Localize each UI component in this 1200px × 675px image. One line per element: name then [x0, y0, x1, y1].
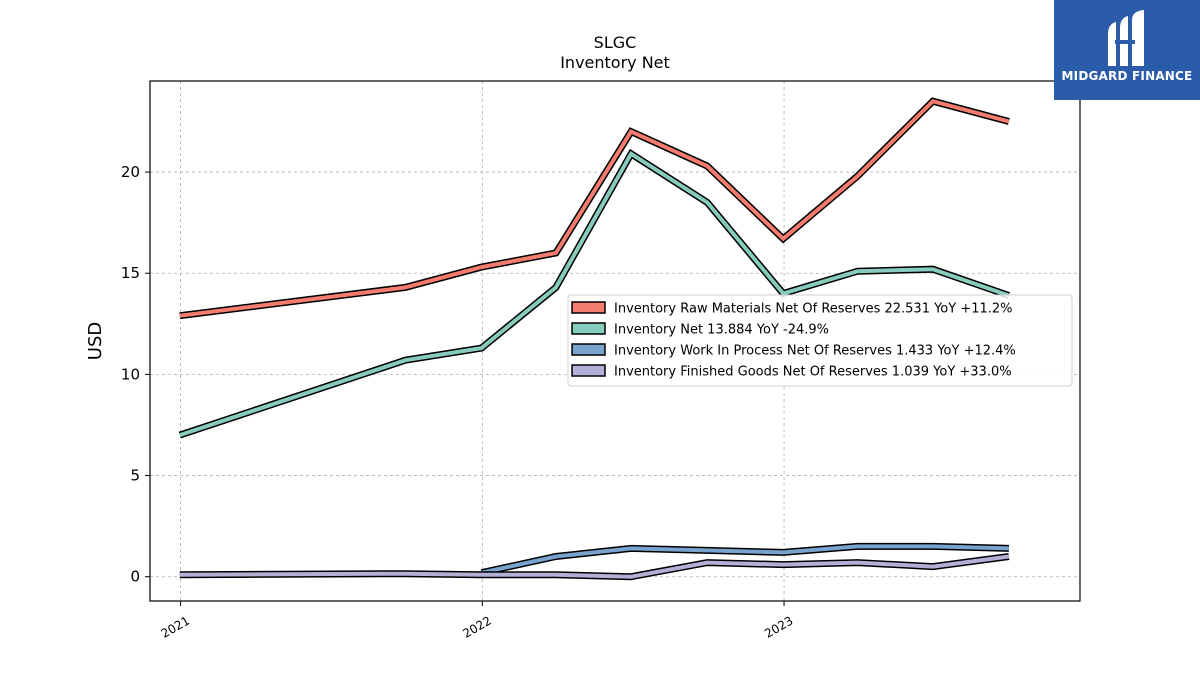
y-tick-label: 20: [121, 163, 140, 181]
legend-box: [567, 294, 1073, 387]
logo-text: MIDGARD FINANCE: [1061, 69, 1193, 83]
series-lines: [178, 97, 1011, 581]
x-axis-ticks: 2021 2022 2023: [159, 601, 796, 641]
logo-mark-icon: [1108, 10, 1144, 66]
series-line-2: [179, 150, 1010, 437]
x-tick-label: 2021: [159, 613, 192, 640]
series-line-4: [179, 554, 1010, 579]
legend-swatch-3: [571, 343, 606, 356]
series-line-1: [179, 98, 1010, 318]
y-tick-label: 10: [121, 365, 140, 383]
midgard-finance-logo: MIDGARD FINANCE: [1054, 0, 1200, 100]
plot-frame: [149, 80, 1081, 602]
x-tick-label: 2022: [460, 613, 493, 640]
legend-label-3: Inventory Work In Process Net Of Reserve…: [614, 344, 1016, 359]
series-line-3: [481, 544, 1009, 575]
legend-label-2: Inventory Net 13.884 YoY -24.9%: [614, 323, 829, 338]
legend-swatch-4: [571, 364, 606, 377]
legend: Inventory Raw Materials Net Of Reserves …: [567, 294, 1073, 387]
legend-label-4: Inventory Finished Goods Net Of Reserves…: [614, 365, 1012, 380]
legend-swatch-2: [571, 322, 606, 335]
series-line-outline-1: [179, 97, 1010, 320]
y-tick-label: 5: [130, 467, 140, 485]
chart-subtitle: Inventory Net: [560, 53, 670, 72]
y-axis-ticks: 0 5 10 15 20: [121, 163, 150, 586]
y-axis-label: USD: [85, 322, 106, 360]
y-tick-label: 0: [130, 568, 140, 586]
x-tick-label: 2023: [762, 613, 795, 640]
y-tick-label: 15: [121, 264, 140, 282]
legend-swatch-1: [571, 301, 606, 314]
legend-label-1: Inventory Raw Materials Net Of Reserves …: [614, 302, 1013, 317]
chart-title: SLGC: [594, 33, 637, 52]
